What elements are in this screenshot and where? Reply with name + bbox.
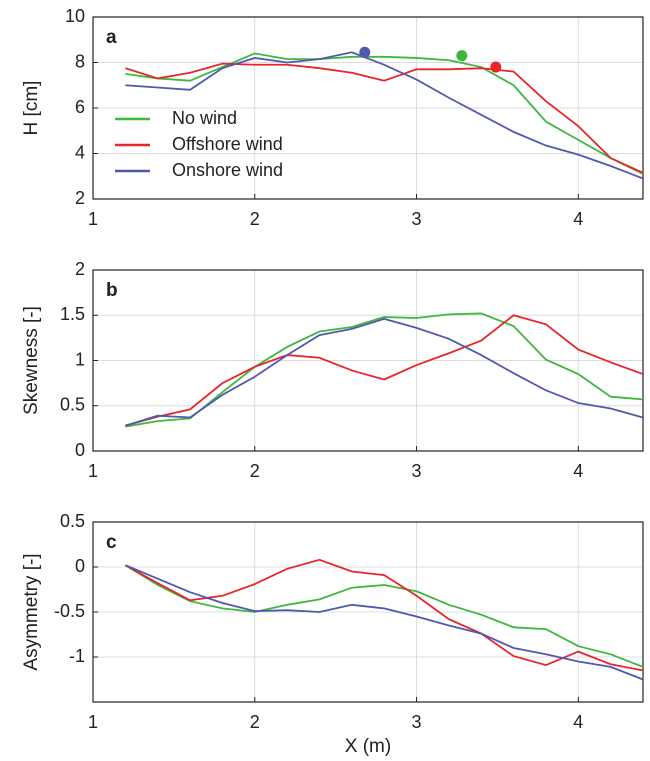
series-line [125, 51, 644, 180]
panel: 1 2 3 4 0 0.5 1 1.5 2 b Skewness [-] [21, 259, 644, 481]
y-tick-label: 2 [75, 188, 85, 208]
x-tick-label: 1 [88, 209, 98, 229]
x-tick-label: 2 [250, 461, 260, 481]
y-tick-label: -1 [69, 646, 85, 666]
y-tick-label: 0.5 [60, 395, 85, 415]
plot-frame [92, 269, 644, 452]
peak-marker [359, 46, 371, 58]
y-tick-label: 4 [75, 142, 85, 162]
x-tick-label: 3 [412, 209, 422, 229]
y-tick-label: 1 [75, 349, 85, 369]
y-axis-label: Asymmetry [-] [21, 553, 42, 670]
panel-label: c [106, 532, 117, 553]
series-line [125, 317, 644, 427]
y-tick-label: 6 [75, 97, 85, 117]
y-tick-label: 1.5 [60, 304, 85, 324]
plot-frame [92, 521, 644, 703]
panel-label: b [106, 280, 118, 301]
x-tick-label: 2 [250, 712, 260, 732]
y-axis-label: Skewness [-] [21, 306, 42, 415]
y-tick-label: 10 [65, 6, 85, 26]
y-tick-label: 0 [75, 556, 85, 576]
panel: 1 2 3 4 -1 -0.5 0 0.5 c Asymmetry [-] X (m) [21, 511, 644, 757]
legend-label: Onshore wind [172, 160, 283, 180]
x-tick-label: 3 [412, 712, 422, 732]
legend-label: Offshore wind [172, 134, 283, 154]
plot-frame [92, 16, 644, 200]
legend-label: No wind [172, 108, 237, 128]
peak-marker [490, 61, 502, 73]
x-tick-label: 1 [88, 461, 98, 481]
x-tick-label: 4 [573, 712, 583, 732]
x-tick-label: 2 [250, 209, 260, 229]
y-tick-label: 8 [75, 51, 85, 71]
x-tick-label: 4 [573, 209, 583, 229]
series-line [124, 558, 644, 672]
y-tick-label: 2 [75, 259, 85, 279]
x-tick-label: 1 [88, 712, 98, 732]
x-axis-label: X (m) [345, 736, 391, 757]
y-tick-label: -0.5 [54, 601, 85, 621]
y-tick-label: 0 [75, 440, 85, 460]
peak-marker [456, 50, 468, 62]
series-line [124, 564, 644, 668]
series-line [125, 564, 644, 681]
series-line [125, 314, 644, 427]
x-tick-label: 3 [412, 461, 422, 481]
series-line [125, 62, 644, 174]
y-axis-label: H [cm] [21, 81, 42, 136]
x-tick-label: 4 [573, 461, 583, 481]
y-tick-label: 0.5 [60, 511, 85, 531]
panel-label: a [106, 27, 117, 48]
series-line [125, 52, 644, 175]
series-line [125, 312, 644, 428]
